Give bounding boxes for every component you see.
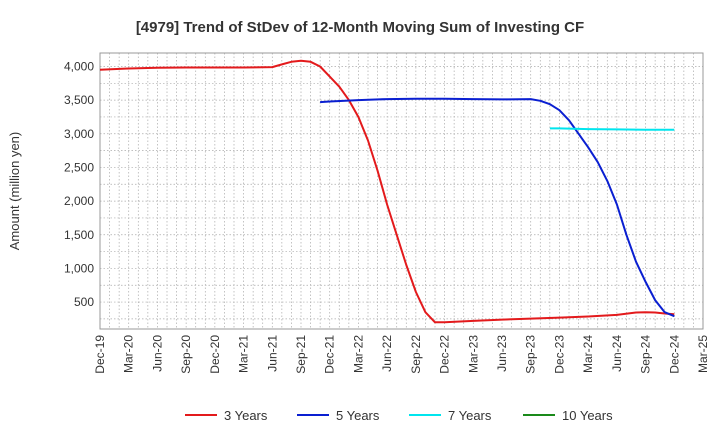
x-tick-label: Dec-24 bbox=[667, 335, 681, 374]
y-tick-label: 1,000 bbox=[64, 261, 94, 275]
y-tick-label: 1,500 bbox=[64, 228, 94, 242]
y-tick-label: 3,000 bbox=[64, 127, 94, 141]
x-tick-label: Mar-22 bbox=[351, 335, 365, 373]
x-tick-label: Dec-23 bbox=[552, 335, 566, 374]
x-tick-label: Sep-23 bbox=[524, 335, 538, 374]
y-axis-label: Amount (million yen) bbox=[7, 132, 22, 251]
legend-label-10-years: 10 Years bbox=[562, 408, 613, 423]
plot-frame bbox=[99, 52, 704, 330]
series-line-5-years bbox=[320, 97, 675, 318]
legend: 3 Years 5 Years 7 Years 10 Years bbox=[185, 408, 613, 423]
x-tick-label: Mar-23 bbox=[466, 335, 480, 373]
y-axis: 500 1,000 1,500 2,000 2,500 3,000 3,500 4,000 bbox=[64, 59, 94, 309]
y-tick-label: 500 bbox=[74, 295, 94, 309]
x-tick-label: Mar-25 bbox=[696, 335, 710, 373]
x-tick-label: Mar-21 bbox=[237, 335, 251, 373]
chart-title: [4979] Trend of StDev of 12-Month Moving… bbox=[136, 19, 584, 36]
x-tick-label: Sep-24 bbox=[639, 335, 653, 374]
y-tick-label: 2,000 bbox=[64, 194, 94, 208]
x-tick-label: Dec-20 bbox=[208, 335, 222, 374]
x-axis: Dec-19 Mar-20 Jun-20 Sep-20 Dec-20 Mar-21 Jun-… bbox=[93, 335, 710, 374]
x-tick-label: Sep-20 bbox=[179, 335, 193, 374]
x-tick-label: Jun-22 bbox=[380, 335, 394, 372]
x-tick-label: Mar-24 bbox=[581, 335, 595, 373]
x-tick-label: Sep-21 bbox=[294, 335, 308, 374]
legend-label-5-years: 5 Years bbox=[336, 408, 380, 423]
y-tick-label: 4,000 bbox=[64, 59, 94, 73]
series-line-7-years bbox=[549, 127, 675, 131]
x-tick-label: Jun-24 bbox=[610, 335, 624, 372]
legend-label-3-years: 3 Years bbox=[224, 408, 268, 423]
x-tick-label: Jun-21 bbox=[265, 335, 279, 372]
x-tick-label: Dec-22 bbox=[438, 335, 452, 374]
grid bbox=[99, 53, 704, 329]
x-tick-label: Jun-23 bbox=[495, 335, 509, 372]
x-tick-label: Mar-20 bbox=[122, 335, 136, 373]
x-tick-label: Jun-20 bbox=[150, 335, 164, 372]
y-tick-label: 2,500 bbox=[64, 160, 94, 174]
series-lines bbox=[99, 59, 675, 324]
y-tick-label: 3,500 bbox=[64, 93, 94, 107]
series-line-3-years bbox=[99, 59, 675, 324]
x-tick-label: Sep-22 bbox=[409, 335, 423, 374]
legend-label-7-years: 7 Years bbox=[448, 408, 492, 423]
x-tick-label: Dec-21 bbox=[323, 335, 337, 374]
x-tick-label: Dec-19 bbox=[93, 335, 107, 374]
